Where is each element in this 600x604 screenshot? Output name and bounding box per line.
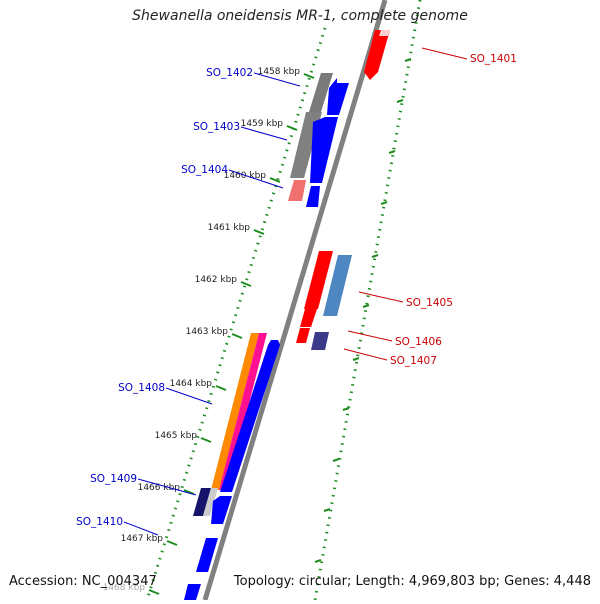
kbp-tick-mark: [148, 589, 160, 595]
kbp-tick-label: 1464 kbp: [170, 379, 213, 389]
gene-SO-1408: [220, 345, 280, 492]
gene-label: SO_1405: [406, 297, 453, 309]
gene-SO-1408-arrow: [268, 340, 280, 345]
gene-label-leader: [165, 387, 213, 405]
kbp-tick-mark: [200, 437, 212, 443]
kbp-tick-mark: [269, 177, 281, 183]
gene-label: SO_1403: [193, 121, 240, 133]
gene-SO-1404: [306, 186, 320, 207]
kbp-tick-label: 1467 kbp: [121, 534, 164, 544]
gene-label-leader: [347, 330, 393, 342]
genome-summary-text: Topology: circular; Length: 4,969,803 bp…: [233, 574, 591, 589]
kbp-tick-label: 1459 kbp: [241, 119, 284, 129]
gene-label: SO_1410: [76, 516, 123, 528]
gene-SO-1411: [184, 584, 201, 600]
gene-label: SO_1406: [395, 336, 442, 348]
gene-SO-1401-highlight: [379, 30, 390, 36]
outer-ring-tick: [352, 357, 360, 361]
inner-ring-dots: [145, 27, 327, 601]
gene-label: SO_1404: [181, 164, 228, 176]
gene-SO-1405: [304, 251, 333, 309]
kbp-tick-label: 1465 kbp: [155, 431, 198, 441]
gene-label: SO_1409: [90, 473, 137, 485]
kbp-tick-label: 1461 kbp: [208, 223, 251, 233]
gene-SO-1409-gray: [203, 488, 218, 516]
kbp-tick-mark: [231, 333, 243, 339]
kbp-tick-mark: [253, 229, 265, 235]
outer-ring-tick: [362, 304, 370, 308]
gene-SO-1404-cog: [288, 180, 306, 201]
gene-label-leader: [253, 72, 301, 87]
outer-ring-tick: [404, 58, 412, 62]
kbp-tick-mark: [215, 385, 227, 391]
gene-SO-1401-arrow: [364, 72, 378, 80]
gene-SO-1408-orange: [211, 333, 259, 490]
kbp-tick-mark: [240, 281, 252, 287]
outer-ring-tick: [380, 201, 388, 205]
outer-ring-tick: [388, 150, 396, 154]
gene-SO-1406: [300, 309, 317, 327]
kbp-tick-label: 1462 kbp: [195, 275, 238, 285]
outer-ring-tick: [342, 407, 350, 411]
cog-block-1: [309, 73, 333, 112]
gene-SO-1401: [364, 30, 390, 72]
outer-ring-tick: [371, 254, 379, 258]
kbp-tick-label: 1458 kbp: [258, 67, 301, 77]
gene-label-leader: [421, 47, 468, 60]
gene-SO-1409: [211, 496, 232, 524]
gene-label: SO_1408: [118, 382, 165, 394]
gene-label: SO_1407: [390, 355, 437, 367]
gene-SO-1406-arrow: [296, 328, 310, 343]
gene-label: SO_1401: [470, 53, 517, 65]
gene-label-leader: [343, 348, 388, 361]
accession-text: Accession: NC_004347: [9, 574, 157, 589]
kbp-tick-mark: [286, 125, 298, 131]
kbp-tick-label: 1463 kbp: [186, 327, 229, 337]
genome-title: Shewanella oneidensis MR-1, complete gen…: [132, 8, 468, 24]
outer-ring-tick: [314, 559, 322, 563]
gene-SO-1405-cog: [323, 255, 352, 316]
gene-SO-1409-cog: [193, 488, 211, 516]
gene-label: SO_1402: [206, 67, 253, 79]
gene-SO-1402: [327, 78, 349, 115]
gene-SO-1407: [311, 332, 329, 350]
outer-ring-tick: [323, 508, 331, 512]
gene-label-leader: [228, 169, 284, 189]
outer-ring-tick: [396, 99, 404, 103]
gene-label-leader: [240, 126, 288, 141]
gene-label-leader: [123, 521, 159, 536]
kbp-tick-label: 1460 kbp: [224, 171, 267, 181]
genome-backbone: [202, 0, 388, 601]
kbp-tick-mark: [183, 489, 195, 495]
gene-label-leader: [137, 478, 197, 496]
kbp-tick-mark: [303, 73, 315, 79]
outer-ring-tick: [332, 458, 340, 462]
kbp-tick-label: 1468 kbp: [103, 583, 146, 593]
gene-SO-1410: [196, 538, 218, 572]
gene-SO-1408-pink: [219, 333, 267, 490]
gene-SO-1403: [310, 117, 338, 183]
gene-label-leader: [358, 291, 404, 303]
kbp-tick-mark: [166, 540, 178, 546]
kbp-tick-label: 1466 kbp: [138, 483, 181, 493]
